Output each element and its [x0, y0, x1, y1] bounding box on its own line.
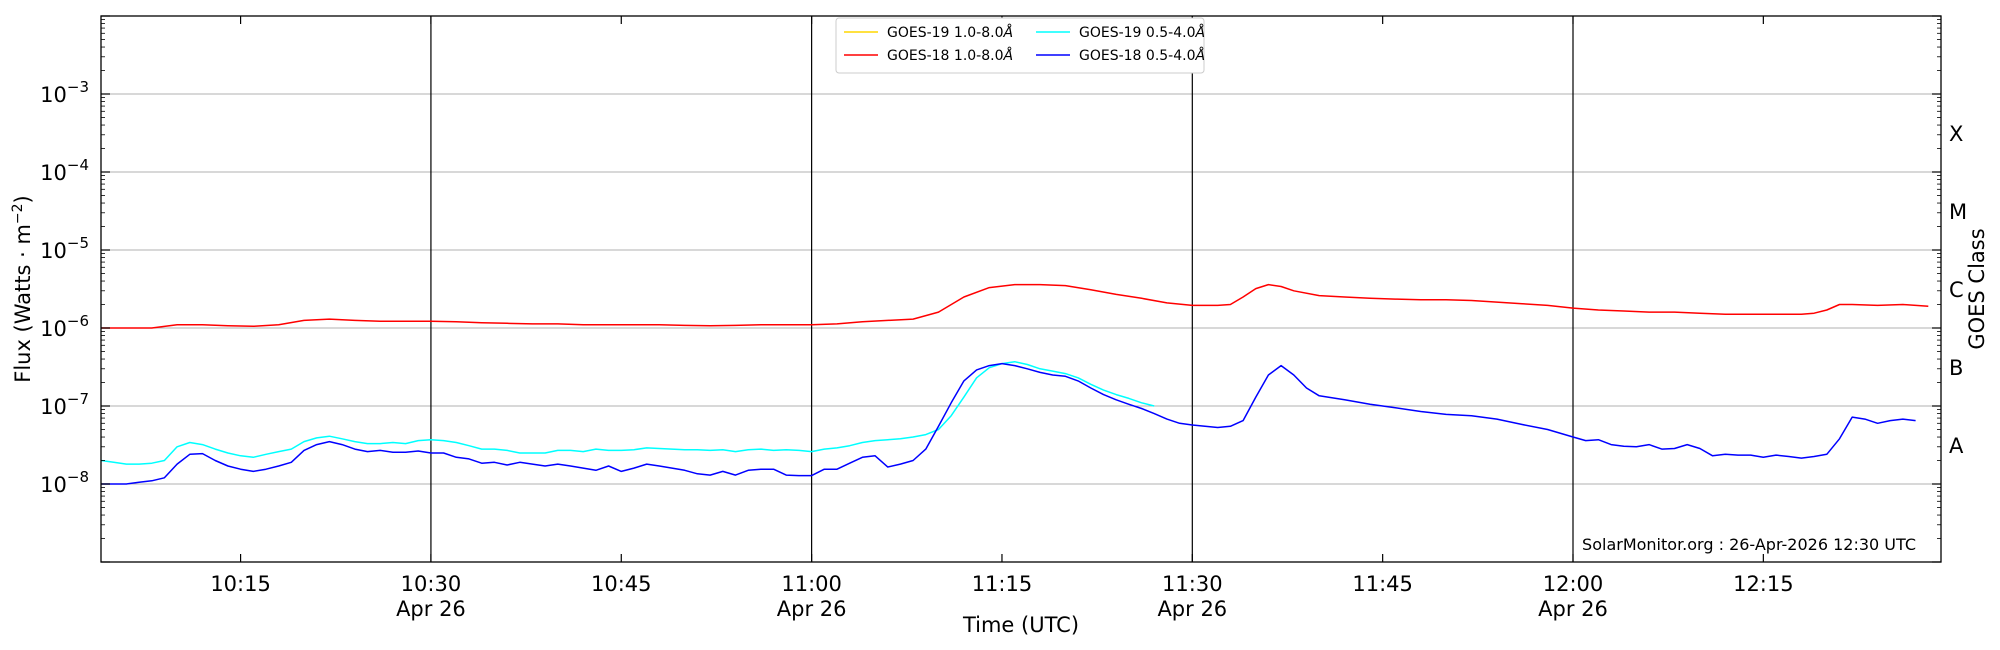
legend-label: GOES-18 0.5-4.0Å — [1079, 47, 1205, 64]
y-tick-base: 10 — [40, 239, 67, 263]
y-tick-exponent: −3 — [67, 78, 89, 96]
y-tick-base: 10 — [40, 161, 67, 185]
y-tick-base: 10 — [40, 473, 67, 497]
x-tick-label: 12:00 — [1543, 572, 1604, 596]
plot-frame — [100, 15, 1942, 563]
legend-label-unit: Å — [1003, 24, 1014, 41]
credit-text: SolarMonitor.org : 26-Apr-2026 12:30 UTC — [1582, 535, 1916, 554]
y-tick-label: 10−6 — [40, 312, 89, 341]
legend-label: GOES-18 1.0-8.0Å — [887, 47, 1013, 64]
date-boundary-lines — [430, 16, 1574, 562]
x-tick-label: 11:30 — [1162, 572, 1223, 596]
y-tick-exponent: −4 — [67, 156, 89, 174]
legend: GOES-19 1.0-8.0Å GOES-19 0.5-4.0ÅGOES-18 … — [835, 17, 1205, 74]
series-line-2 — [100, 360, 1155, 465]
y-tick-label: 10−8 — [40, 468, 89, 497]
series-line-3 — [101, 283, 1929, 329]
legend-label-text: GOES-19 0.5-4.0 — [1079, 25, 1196, 41]
x-tick-label: 10:45 — [591, 572, 652, 596]
legend-label-unit: Å — [1003, 47, 1014, 64]
y-tick-labels: 10−810−710−610−510−410−3 — [40, 78, 89, 497]
goes-class-label: A — [1949, 434, 1964, 458]
legend-label-unit: Å — [1195, 24, 1206, 41]
legend-label-text: GOES-18 1.0-8.0 — [887, 48, 1004, 64]
y-tick-base: 10 — [40, 395, 67, 419]
grid-lines — [101, 93, 1941, 485]
y-tick-exponent: −8 — [67, 468, 89, 486]
x-tick-label: 10:15 — [210, 572, 271, 596]
x-tick-label: 11:45 — [1352, 572, 1413, 596]
goes-class-label: M — [1949, 200, 1967, 224]
x-tick-date-label: Apr 26 — [1157, 597, 1227, 621]
x-tick-label: 12:15 — [1733, 572, 1794, 596]
y-tick-exponent: −5 — [67, 234, 89, 252]
x-tick-label: 11:15 — [972, 572, 1033, 596]
legend-box — [835, 17, 1205, 74]
legend-label: GOES-19 1.0-8.0Å — [887, 24, 1013, 41]
y-tick-label: 10−3 — [40, 78, 89, 107]
y-tick-base: 10 — [40, 83, 67, 107]
y-tick-label: 10−5 — [40, 234, 89, 263]
legend-label-unit: Å — [1195, 47, 1206, 64]
x-tick-date-label: Apr 26 — [1538, 597, 1608, 621]
y-tick-label: 10−4 — [40, 156, 89, 185]
goes-class-label: B — [1949, 356, 1963, 380]
goes-class-label: X — [1949, 122, 1963, 146]
y-axis-title-close: ) — [11, 195, 35, 203]
x-axis-title: Time (UTC) — [962, 613, 1079, 637]
x-tick-date-label: Apr 26 — [777, 597, 847, 621]
series-lines — [100, 283, 1929, 485]
legend-label-text: GOES-18 0.5-4.0 — [1079, 48, 1196, 64]
y-tick-exponent: −7 — [67, 390, 89, 408]
y-axis-title-text: Flux (Watts · m — [11, 224, 35, 383]
x-tick-date-label: Apr 26 — [396, 597, 466, 621]
axes — [100, 15, 1942, 563]
series-line-4 — [101, 362, 1916, 485]
legend-label-text: GOES-19 1.0-8.0 — [887, 25, 1004, 41]
goes-class-labels: A B C M X — [1949, 122, 1967, 458]
y2-axis-title: GOES Class — [1965, 228, 1989, 349]
y-tick-exponent: −6 — [67, 312, 89, 330]
y-tick-base: 10 — [40, 317, 67, 341]
goes-class-label: C — [1949, 278, 1964, 302]
x-tick-label: 11:00 — [781, 572, 842, 596]
legend-label: GOES-19 0.5-4.0Å — [1079, 24, 1205, 41]
y-axis-title-exponent: −2 — [10, 203, 26, 224]
x-tick-label: 10:30 — [401, 572, 462, 596]
y-axis-title: Flux (Watts · m−2) — [10, 195, 35, 383]
y-tick-label: 10−7 — [40, 390, 89, 419]
